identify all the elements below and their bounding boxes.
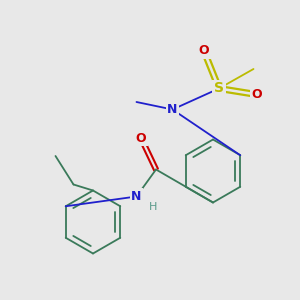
Text: O: O [251,88,262,101]
Text: N: N [167,103,178,116]
Text: N: N [131,190,142,203]
Text: O: O [136,131,146,145]
Text: O: O [199,44,209,58]
Text: S: S [214,82,224,95]
Text: H: H [149,202,157,212]
